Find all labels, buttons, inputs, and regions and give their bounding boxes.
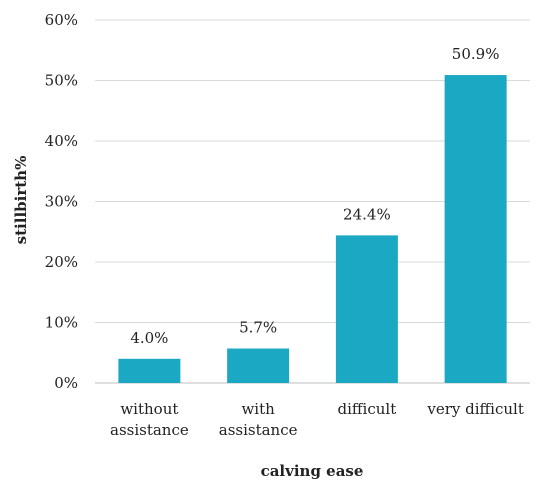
gridlines xyxy=(95,19,530,384)
y-axis-ticks: 0% 10% 20% 30% 40% 50% 60% xyxy=(45,11,78,392)
x-axis-categories: without assistance with assistance difficult… xyxy=(110,400,524,439)
y-tick-label: 30% xyxy=(45,193,78,211)
data-label: 24.4% xyxy=(343,205,391,223)
bar xyxy=(118,358,181,383)
x-category-label: difficult xyxy=(338,400,397,418)
x-category-label: without xyxy=(120,400,178,418)
data-label: 4.0% xyxy=(130,329,168,347)
y-tick-label: 50% xyxy=(45,72,78,90)
bar xyxy=(444,75,507,384)
y-tick-label: 10% xyxy=(45,314,78,332)
bar xyxy=(227,348,290,383)
y-tick-label: 60% xyxy=(45,11,78,29)
y-tick-label: 20% xyxy=(45,253,78,271)
bar xyxy=(335,235,398,383)
x-category-label: very difficult xyxy=(426,400,524,418)
x-category-label: assistance xyxy=(110,421,189,439)
y-tick-label: 0% xyxy=(54,374,78,392)
y-axis-title: stillbirth% xyxy=(12,156,30,245)
x-category-label: with xyxy=(241,400,275,418)
data-label: 50.9% xyxy=(452,45,500,63)
x-category-label: assistance xyxy=(219,421,298,439)
bars xyxy=(118,75,507,384)
y-tick-label: 40% xyxy=(45,132,78,150)
data-label: 5.7% xyxy=(239,319,277,337)
data-labels: 4.0% 5.7% 24.4% 50.9% xyxy=(130,45,499,347)
x-axis-title: calving ease xyxy=(261,462,364,480)
